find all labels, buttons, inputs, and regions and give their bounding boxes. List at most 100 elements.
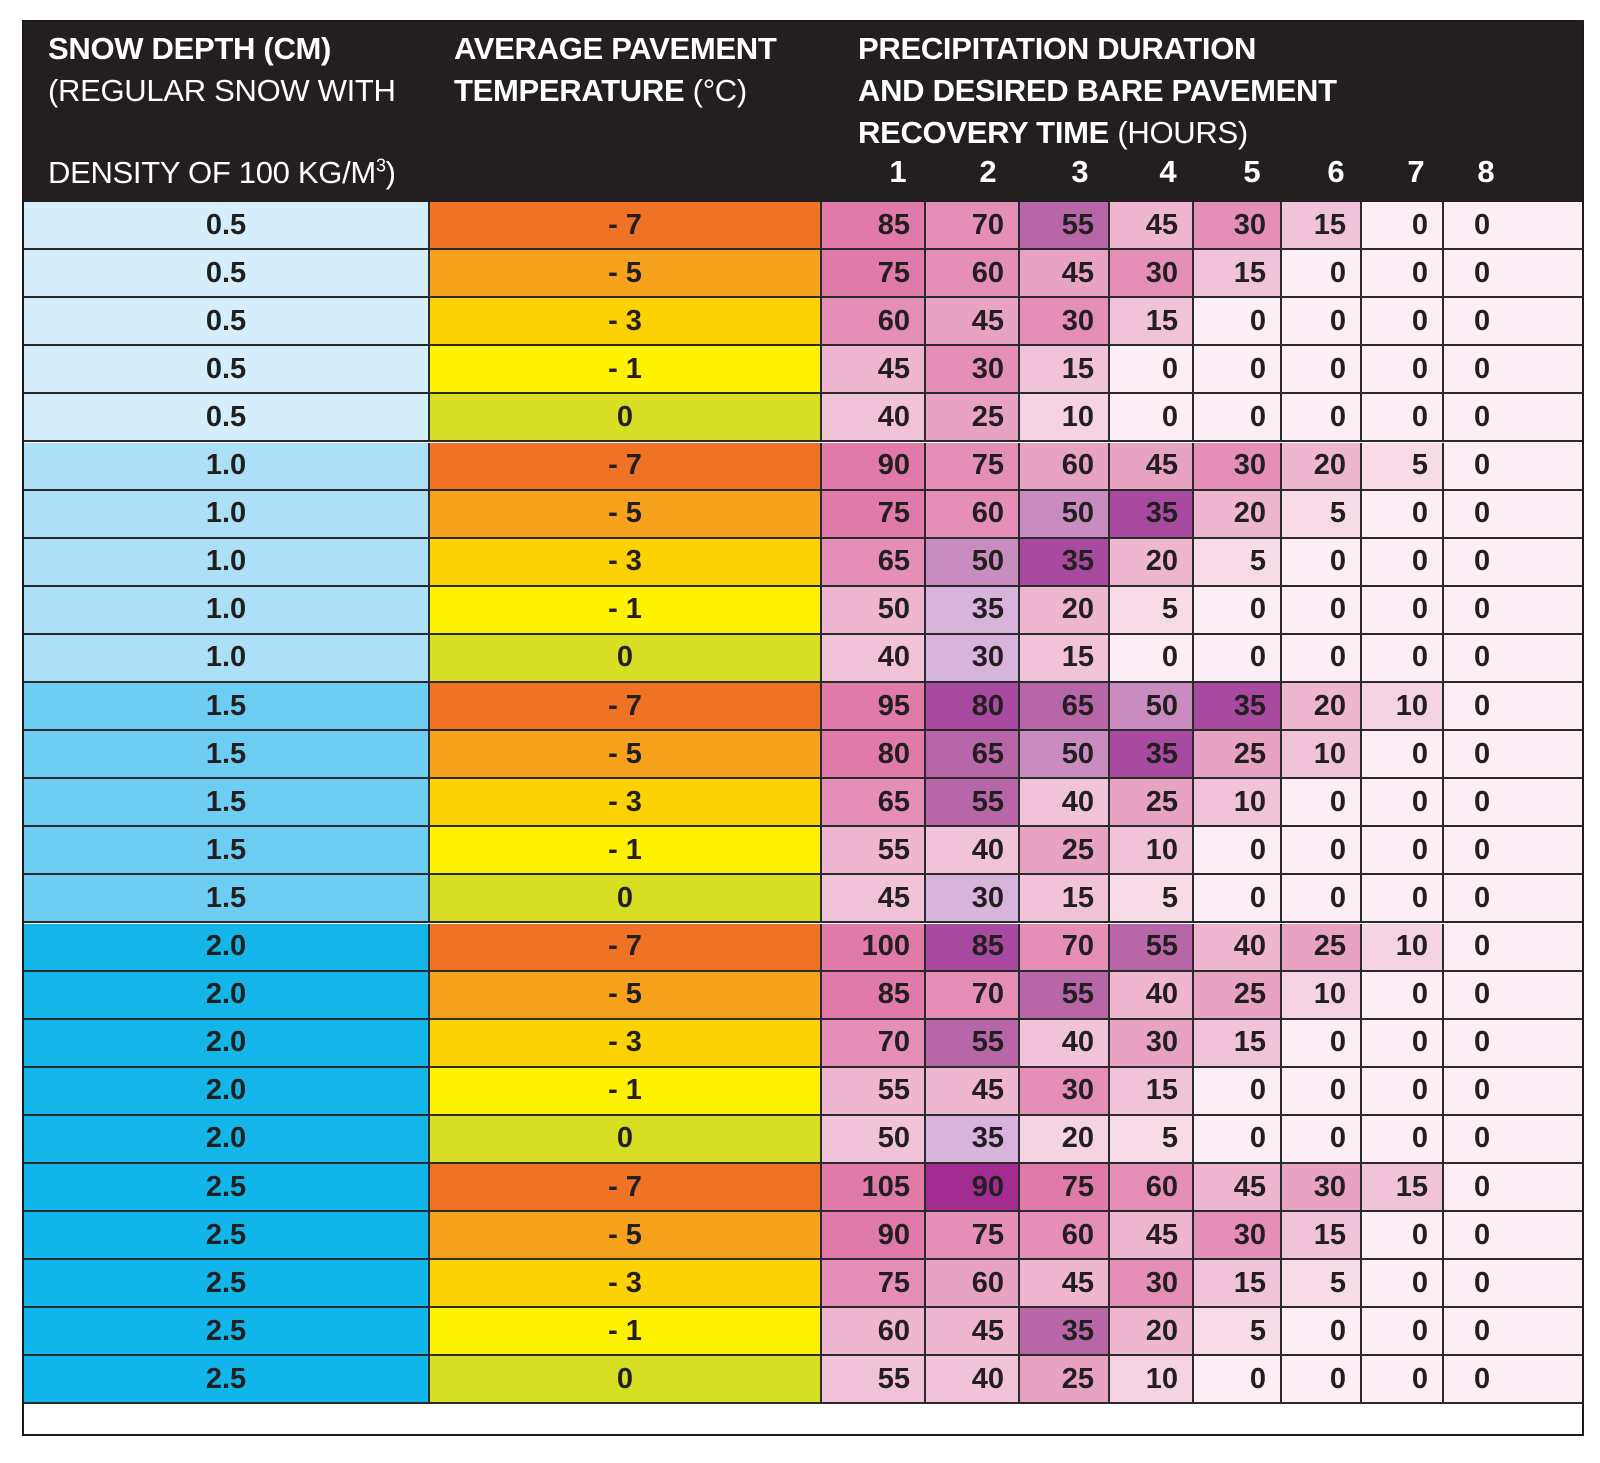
pavement-temperature-cell: - 5 bbox=[430, 490, 822, 539]
recovery-time-cell: 0 bbox=[1444, 1308, 1582, 1357]
snow-depth-cell: 2.0 bbox=[24, 1067, 430, 1116]
table-row: 0.5- 5 75 60 45 30 15 0 0 0 bbox=[24, 250, 1582, 299]
recovery-time-cell: 0 bbox=[1194, 586, 1282, 635]
recovery-time-cell: 0 bbox=[1362, 827, 1444, 876]
snow-depth-cell: 2.0 bbox=[24, 1019, 430, 1068]
pavement-temperature-cell: - 3 bbox=[430, 1019, 822, 1068]
recovery-time-cell: 50 bbox=[822, 1115, 926, 1164]
recovery-time-cell: 15 bbox=[1194, 1019, 1282, 1068]
recovery-time-cell: 0 bbox=[1362, 394, 1444, 443]
recovery-time-cell: 0 bbox=[1444, 394, 1582, 443]
recovery-time-cell: 60 bbox=[822, 298, 926, 347]
table-header: SNOW DEPTH (CM) (REGULAR SNOW WITH DENSI… bbox=[24, 22, 1582, 202]
recovery-time-cell: 0 bbox=[1362, 634, 1444, 683]
recovery-time-cell: 0 bbox=[1194, 1115, 1282, 1164]
recovery-time-cell: 20 bbox=[1110, 538, 1194, 587]
recovery-time-cell: 45 bbox=[822, 346, 926, 395]
recovery-time-cell: 65 bbox=[926, 731, 1020, 780]
recovery-time-cell: 50 bbox=[1020, 731, 1110, 780]
hour-label: 6 bbox=[1327, 154, 1345, 189]
recovery-time-cell: 30 bbox=[926, 346, 1020, 395]
recovery-time-cell: 35 bbox=[1194, 683, 1282, 732]
recovery-time-cell: 10 bbox=[1362, 923, 1444, 972]
recovery-time-cell: 15 bbox=[1194, 1260, 1282, 1309]
recovery-time-cell: 30 bbox=[1194, 1212, 1282, 1261]
precip-title-3: RECOVERY TIME bbox=[858, 115, 1110, 150]
recovery-time-cell: 35 bbox=[1020, 538, 1110, 587]
recovery-time-cell: 5 bbox=[1282, 490, 1362, 539]
recovery-time-cell: 0 bbox=[1444, 490, 1582, 539]
recovery-time-cell: 0 bbox=[1444, 683, 1582, 732]
recovery-time-cell: 40 bbox=[822, 394, 926, 443]
recovery-time-cell: 60 bbox=[926, 250, 1020, 299]
snow-depth-cell: 1.0 bbox=[24, 634, 430, 683]
pavement-temperature-cell: 0 bbox=[430, 1115, 822, 1164]
temp-title-1: AVERAGE PAVEMENT bbox=[454, 31, 777, 66]
recovery-time-cell: 45 bbox=[1110, 202, 1194, 251]
recovery-time-cell: 0 bbox=[1362, 1067, 1444, 1116]
hour-label: 8 bbox=[1477, 154, 1495, 189]
recovery-time-cell: 0 bbox=[1444, 202, 1582, 251]
recovery-time-cell: 15 bbox=[1020, 634, 1110, 683]
recovery-time-cell: 70 bbox=[926, 202, 1020, 251]
table-row: 2.0 0 50 35 20 5 0 0 0 0 bbox=[24, 1115, 1582, 1164]
recovery-time-cell: 25 bbox=[1194, 971, 1282, 1020]
snow-depth-cell: 0.5 bbox=[24, 346, 430, 395]
pavement-temperature-cell: - 1 bbox=[430, 1308, 822, 1357]
recovery-time-cell: 40 bbox=[1020, 1019, 1110, 1068]
pavement-temperature-cell: - 3 bbox=[430, 1260, 822, 1309]
depth-header: SNOW DEPTH (CM) (REGULAR SNOW WITH bbox=[48, 28, 396, 112]
recovery-time-cell: 0 bbox=[1194, 298, 1282, 347]
recovery-time-cell: 0 bbox=[1282, 1019, 1362, 1068]
recovery-time-cell: 10 bbox=[1194, 779, 1282, 828]
snow-depth-cell: 1.0 bbox=[24, 490, 430, 539]
recovery-time-cell: 25 bbox=[926, 394, 1020, 443]
recovery-time-cell: 55 bbox=[822, 827, 926, 876]
recovery-time-cell: 75 bbox=[926, 1212, 1020, 1261]
depth-title: SNOW DEPTH (CM) bbox=[48, 31, 332, 66]
recovery-time-cell: 0 bbox=[1110, 394, 1194, 443]
recovery-time-cell: 0 bbox=[1362, 538, 1444, 587]
recovery-time-cell: 70 bbox=[926, 971, 1020, 1020]
snow-depth-cell: 1.5 bbox=[24, 827, 430, 876]
recovery-time-cell: 95 bbox=[822, 683, 926, 732]
pavement-temperature-cell: 0 bbox=[430, 875, 822, 924]
recovery-time-cell: 0 bbox=[1362, 298, 1444, 347]
recovery-time-cell: 90 bbox=[822, 1212, 926, 1261]
recovery-time-cell: 50 bbox=[822, 586, 926, 635]
recovery-time-cell: 0 bbox=[1362, 490, 1444, 539]
recovery-time-cell: 90 bbox=[926, 1164, 1020, 1213]
recovery-time-cell: 55 bbox=[1020, 971, 1110, 1020]
snow-depth-cell: 2.5 bbox=[24, 1164, 430, 1213]
pavement-temperature-cell: - 5 bbox=[430, 971, 822, 1020]
recovery-time-cell: 5 bbox=[1194, 1308, 1282, 1357]
recovery-time-cell: 0 bbox=[1444, 1164, 1582, 1213]
pavement-temperature-cell: 0 bbox=[430, 1356, 822, 1405]
recovery-time-cell: 25 bbox=[1194, 731, 1282, 780]
recovery-time-cell: 0 bbox=[1444, 1260, 1582, 1309]
recovery-time-cell: 75 bbox=[822, 250, 926, 299]
table-row: 1.5 0 45 30 15 5 0 0 0 0 bbox=[24, 875, 1582, 924]
recovery-time-cell: 0 bbox=[1444, 442, 1582, 491]
recovery-time-cell: 40 bbox=[1194, 923, 1282, 972]
depth-superscript: 3 bbox=[375, 155, 386, 176]
recovery-time-cell: 15 bbox=[1110, 1067, 1194, 1116]
recovery-time-cell: 0 bbox=[1362, 1308, 1444, 1357]
recovery-time-cell: 0 bbox=[1282, 538, 1362, 587]
recovery-time-cell: 0 bbox=[1362, 875, 1444, 924]
table-row: 2.0- 5 85 70 55 40 25 10 0 0 bbox=[24, 971, 1582, 1020]
pavement-temperature-cell: - 1 bbox=[430, 346, 822, 395]
table-row: 1.5- 1 55 40 25 10 0 0 0 0 bbox=[24, 827, 1582, 876]
recovery-time-cell: 60 bbox=[822, 1308, 926, 1357]
table-row: 2.5- 3 75 60 45 30 15 5 0 0 bbox=[24, 1260, 1582, 1309]
snow-depth-cell: 1.5 bbox=[24, 731, 430, 780]
recovery-time-cell: 0 bbox=[1362, 779, 1444, 828]
precip-title-2: AND DESIRED BARE PAVEMENT bbox=[858, 73, 1337, 108]
recovery-time-cell: 0 bbox=[1282, 1115, 1362, 1164]
pavement-temperature-cell: - 5 bbox=[430, 250, 822, 299]
recovery-time-cell: 0 bbox=[1444, 875, 1582, 924]
snow-depth-cell: 2.0 bbox=[24, 923, 430, 972]
table-row: 0.5- 3 60 45 30 15 0 0 0 0 bbox=[24, 298, 1582, 347]
recovery-time-cell: 0 bbox=[1282, 298, 1362, 347]
recovery-time-cell: 80 bbox=[926, 683, 1020, 732]
